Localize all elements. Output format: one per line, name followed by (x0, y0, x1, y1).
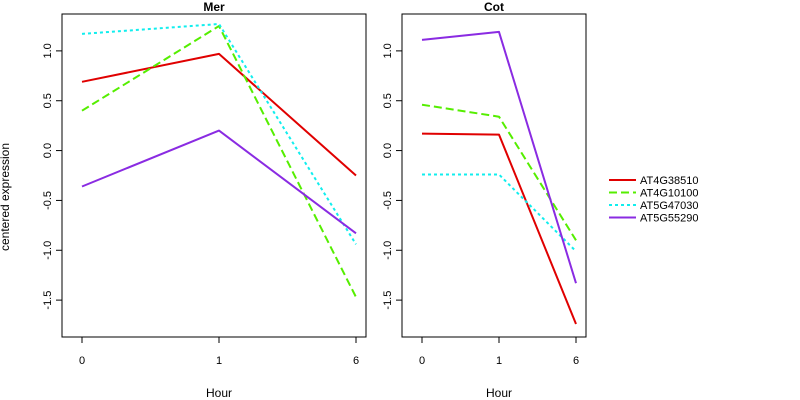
y-tick-label-cot-4: -1.0 (382, 241, 394, 260)
panel-cot: Cot Hour 1.0 0.5 0.0 -0.5 -1.0 -1.5 0 1 6 (382, 0, 587, 400)
x-tick-label-cot-2: 6 (573, 355, 579, 367)
series-line-cot-at5g55290 (421, 30, 577, 284)
y-tick-label-mer-3: -0.5 (42, 191, 54, 210)
legend-label-at4g38510: AT4G38510 (640, 175, 699, 187)
panel-title-cot: Cot (484, 0, 504, 14)
y-axis-label: centered expression (0, 143, 12, 251)
axis-ticks-cot: 1.0 0.5 0.0 -0.5 -1.0 -1.5 0 1 6 (382, 43, 579, 367)
x-axis-label-mer: Hour (206, 386, 232, 400)
legend-label-at4g10100: AT4G10100 (640, 188, 699, 200)
series-line-mer-at5g55290 (81, 129, 357, 235)
plot-frame-mer (61, 13, 367, 338)
y-tick-label-mer-2: 0.0 (42, 143, 54, 158)
y-tick-label-cot-1: 0.5 (382, 93, 394, 108)
x-tick-label-mer-2: 6 (353, 355, 359, 367)
series-line-cot-at5g47030 (422, 173, 577, 253)
y-tick-label-cot-3: -0.5 (382, 191, 394, 210)
y-tick-label-cot-5: -1.5 (382, 291, 394, 310)
x-tick-label-cot-0: 0 (419, 355, 425, 367)
x-tick-label-cot-1: 1 (496, 355, 502, 367)
panel-mer: Mer Hour 1.0 0.5 0.0 -0.5 -1.0 -1.5 0 1 6 (42, 0, 367, 400)
y-tick-label-mer-1: 0.5 (42, 93, 54, 108)
legend-label-at5g47030: AT5G47030 (640, 200, 699, 212)
series-line-mer-at4g10100 (81, 25, 357, 298)
series-lines-mer (81, 23, 357, 298)
series-line-cot-at4g10100 (421, 103, 577, 241)
plot-frame-cot (401, 13, 587, 338)
panel-title-mer: Mer (203, 0, 225, 14)
x-tick-label-mer-0: 0 (79, 355, 85, 367)
series-lines-cot (421, 30, 577, 325)
axis-ticks-mer: 1.0 0.5 0.0 -0.5 -1.0 -1.5 0 1 6 (42, 43, 359, 367)
y-tick-label-cot-2: 0.0 (382, 143, 394, 158)
legend-label-at5g55290: AT5G55290 (640, 213, 699, 225)
y-tick-label-mer-0: 1.0 (42, 43, 54, 58)
series-line-cot-at4g38510 (421, 132, 577, 325)
y-tick-label-mer-5: -1.5 (42, 291, 54, 310)
x-tick-label-mer-1: 1 (216, 355, 222, 367)
series-line-mer-at4g38510 (81, 52, 357, 177)
x-axis-label-cot: Hour (486, 386, 512, 400)
y-tick-label-mer-4: -1.0 (42, 241, 54, 260)
y-tick-label-cot-0: 1.0 (382, 43, 394, 58)
series-line-mer-at5g47030 (81, 23, 357, 245)
